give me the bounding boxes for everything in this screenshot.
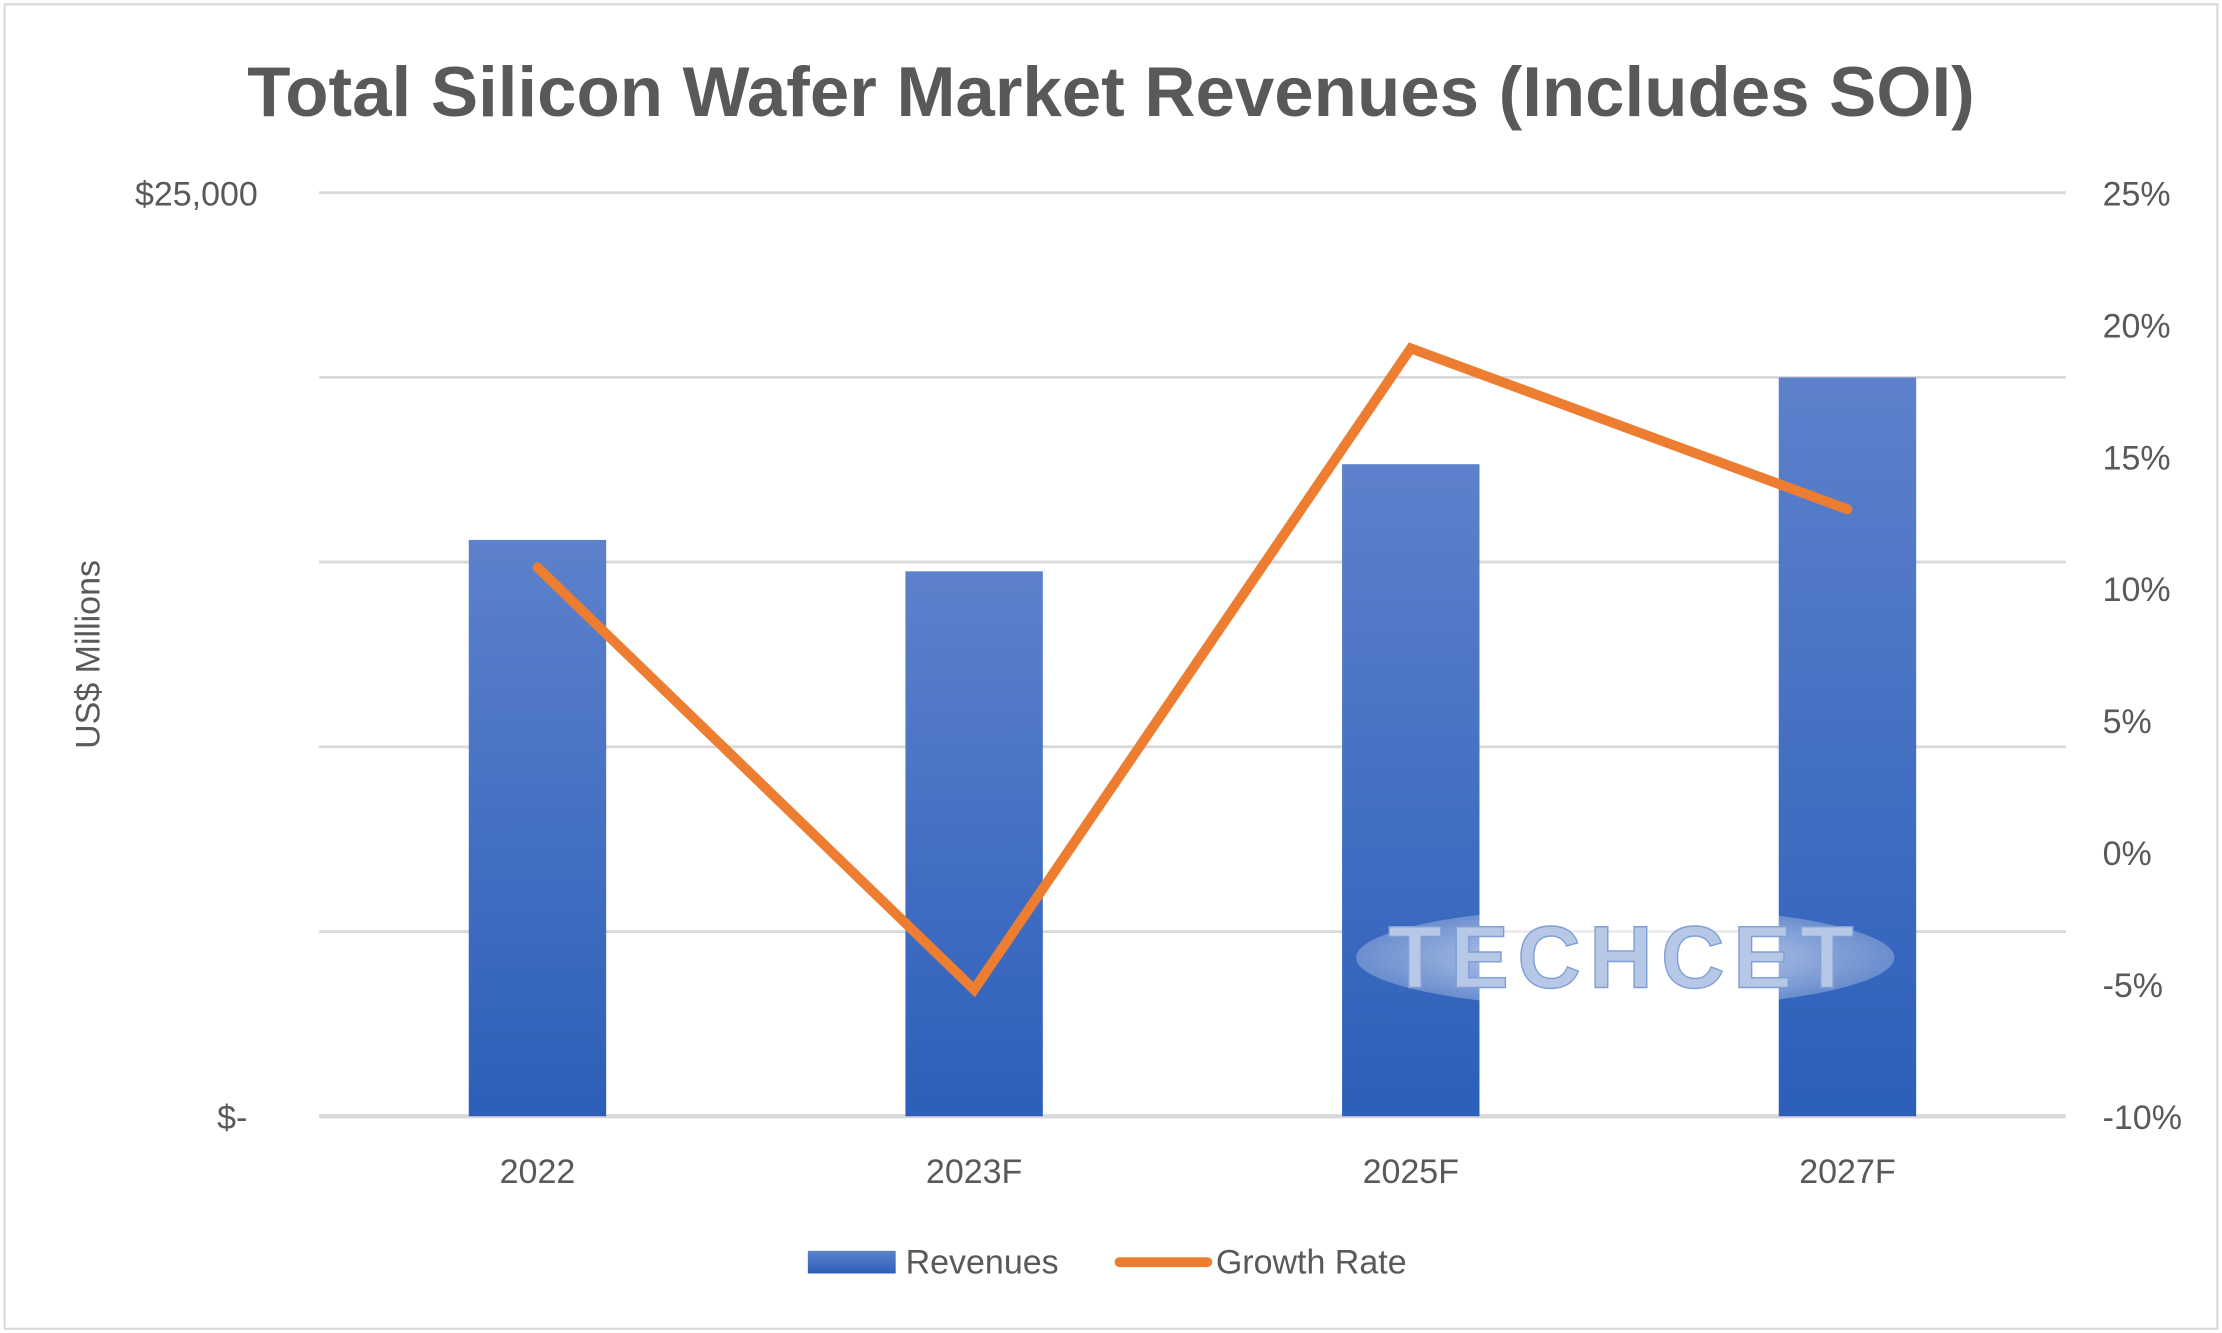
right-axis-tick-label: 5% <box>2103 703 2152 741</box>
left-axis-tick-label: $25,000 <box>135 175 258 213</box>
bar-revenues-2022 <box>468 539 607 1117</box>
category-label: 2025F <box>1363 1153 1459 1191</box>
growth-rate-line <box>532 342 1853 998</box>
right-axis-tick-label: 25% <box>2103 175 2171 213</box>
techcet-watermark-logo: TECHCET <box>1356 906 1895 1009</box>
right-axis-tick-label: -10% <box>2103 1099 2182 1137</box>
chart-title: Total Silicon Wafer Market Revenues (Inc… <box>247 53 1974 132</box>
bar-revenues-2025F <box>1342 464 1480 1117</box>
right-axis-tick-label: 10% <box>2103 571 2171 609</box>
legend-label-revenues: Revenues <box>906 1244 1059 1282</box>
legend: Revenues Growth Rate <box>807 1244 1407 1282</box>
legend-swatch-revenues <box>807 1250 896 1274</box>
right-axis-tick-label: 0% <box>2103 835 2152 873</box>
y-axis-label: US$ Millions <box>70 560 108 749</box>
category-label: 2027F <box>1799 1153 1895 1191</box>
svg-text:TECHCET: TECHCET <box>1388 907 1862 1006</box>
right-axis-tick-label: 15% <box>2103 439 2171 477</box>
left-axis-tick-label: $- <box>217 1099 247 1137</box>
legend-label-growth-rate: Growth Rate <box>1216 1244 1407 1282</box>
right-axis-tick-label: -5% <box>2103 967 2163 1005</box>
category-label: 2022 <box>500 1153 576 1191</box>
right-axis-tick-label: 20% <box>2103 307 2171 345</box>
category-label: 2023F <box>926 1153 1022 1191</box>
bar-revenues-2023F <box>905 571 1043 1117</box>
